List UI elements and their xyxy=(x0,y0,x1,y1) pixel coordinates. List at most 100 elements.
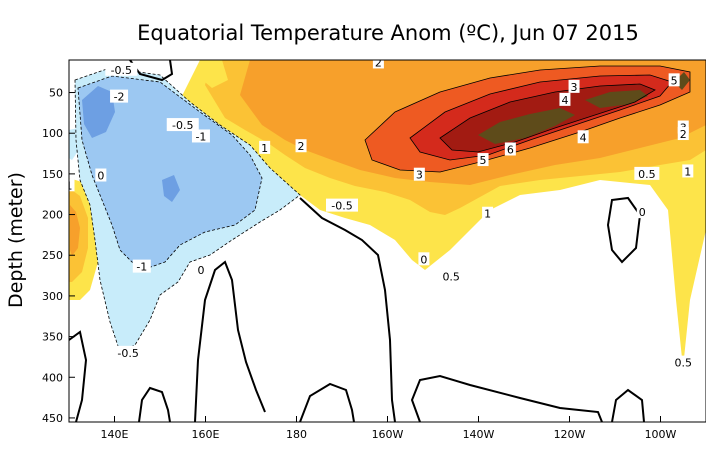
contour-label-text: 3 xyxy=(416,169,423,182)
contour-label-box xyxy=(110,89,129,103)
contour-label-box xyxy=(682,164,694,178)
x-tick-label: 180 xyxy=(286,428,307,441)
contour-label-text: 0 xyxy=(639,206,646,219)
contour-label: -0.5 xyxy=(326,198,358,213)
contour-label: 2 xyxy=(295,139,307,153)
contour-outline-3 xyxy=(364,65,691,173)
contour-label: -0.5 xyxy=(105,62,138,77)
contour-label: 3 xyxy=(568,79,580,94)
contour-label-text: -1 xyxy=(136,261,147,274)
contour-label-text: 1 xyxy=(66,179,73,192)
contour-label-box xyxy=(295,139,307,153)
contour-label: -0.5 xyxy=(112,345,145,360)
contour-label-box xyxy=(477,153,489,167)
y-axis-ticks: 50 100 150 200 250 300 350 400 450 xyxy=(42,87,75,425)
warm-anomaly-regions xyxy=(69,60,706,368)
chart-title: Equatorial Temperature Anom (ºC), Jun 07… xyxy=(137,21,639,45)
contour-label-text: 0 xyxy=(197,264,204,277)
region-neg-1 xyxy=(78,76,262,268)
zero-contour-loop-b xyxy=(299,382,355,422)
contour-label: 5 xyxy=(477,153,489,167)
contour-label-box xyxy=(568,79,580,93)
contour-label: 0 xyxy=(195,262,207,277)
y-tick-label: 100 xyxy=(42,127,63,140)
contour-label: 0.5 xyxy=(438,269,464,283)
contour-label: 0 xyxy=(95,168,107,183)
x-tick-label: 140E xyxy=(101,428,129,441)
contour-label: 1 xyxy=(482,206,494,221)
region-6-a xyxy=(478,108,575,144)
contour-label: -1 xyxy=(132,259,151,274)
contour-label-text: 0.5 xyxy=(675,357,693,370)
contour-label: -1 xyxy=(191,129,210,143)
contour-label: 0 xyxy=(418,252,430,266)
y-tick-label: 250 xyxy=(42,249,63,262)
contour-outline-neg-0.5 xyxy=(74,67,301,353)
contour-label: 4 xyxy=(559,92,571,107)
plot-area: -0.5-2-0.5-11223453246530.511-0.5-10.500… xyxy=(66,60,706,422)
cold-anomaly-regions xyxy=(69,68,300,352)
contour-label-box xyxy=(112,345,145,359)
y-tick-label: 300 xyxy=(42,290,63,303)
contour-label: 1 xyxy=(259,140,271,155)
y-tick-label: 50 xyxy=(49,87,63,100)
zero-contour-main xyxy=(299,197,396,422)
contour-label: 2 xyxy=(372,60,384,69)
contour-label-box xyxy=(677,127,689,141)
contour-label-box xyxy=(166,118,199,132)
y-tick-label: 150 xyxy=(42,168,63,181)
x-tick-label: 160W xyxy=(372,428,404,441)
contour-label-text: 0.5 xyxy=(638,168,656,181)
contour-label-text: 0 xyxy=(97,170,104,183)
contour-label-text: -1 xyxy=(195,130,206,143)
contour-label: 0 xyxy=(636,205,648,219)
contour-label: 5 xyxy=(668,73,680,87)
contour-label-box xyxy=(668,73,680,87)
contour-label: 1 xyxy=(66,178,75,192)
contour-label-box xyxy=(634,166,660,180)
contour-label: 3 xyxy=(413,167,425,182)
zero-contour-loop-e xyxy=(611,388,645,422)
contour-label-box xyxy=(677,120,689,134)
zero-contour-west-edge xyxy=(69,330,88,422)
contour-label-text: 4 xyxy=(561,94,568,107)
contour-label-text: -0.5 xyxy=(111,64,132,77)
contour-label-box xyxy=(504,142,516,156)
y-tick-label: 400 xyxy=(42,371,63,384)
contour-outline-neg-1 xyxy=(77,75,263,269)
x-axis-ticks: 140E 160E 180 160W 140W 120W 100W xyxy=(101,416,677,441)
contour-label-text: 5 xyxy=(671,74,678,87)
contour-outline-4 xyxy=(409,74,673,161)
y-axis-label: Depth (meter) xyxy=(5,172,27,308)
contour-label-text: -2 xyxy=(114,91,125,104)
y-tick-label: 200 xyxy=(42,209,63,222)
contour-label: -0.5 xyxy=(166,118,199,132)
contour-label-box xyxy=(418,252,430,266)
x-tick-label: 120W xyxy=(554,428,586,441)
contour-label-box xyxy=(372,60,384,69)
contour-label-box xyxy=(69,178,75,192)
contour-label-text: 2 xyxy=(298,140,305,153)
contour-label-box xyxy=(577,130,589,144)
contour-label-box xyxy=(413,167,425,181)
contour-label-box xyxy=(326,198,358,212)
contour-label-box xyxy=(195,262,207,276)
region-6-b xyxy=(585,90,648,108)
x-tick-label: 160E xyxy=(192,428,220,441)
region-north-west-0.5 xyxy=(200,60,228,88)
y-tick-label: 450 xyxy=(42,412,63,425)
contour-label-text: 5 xyxy=(480,154,487,167)
contour-label: 6 xyxy=(504,142,516,156)
contour-label: 0.5 xyxy=(634,166,660,181)
contour-label-text: 0.5 xyxy=(442,270,460,283)
region-neg-2-a xyxy=(82,86,115,138)
contour-label-text: 2 xyxy=(680,128,687,141)
contour-label-box xyxy=(559,92,571,106)
contour-label: 0.5 xyxy=(670,355,696,370)
x-tick-label: 140W xyxy=(463,428,495,441)
contour-label-box xyxy=(670,355,696,369)
contour-label-text: -0.5 xyxy=(172,119,193,132)
contour-label-box xyxy=(259,140,271,154)
zero-contour-west-column xyxy=(194,260,266,422)
